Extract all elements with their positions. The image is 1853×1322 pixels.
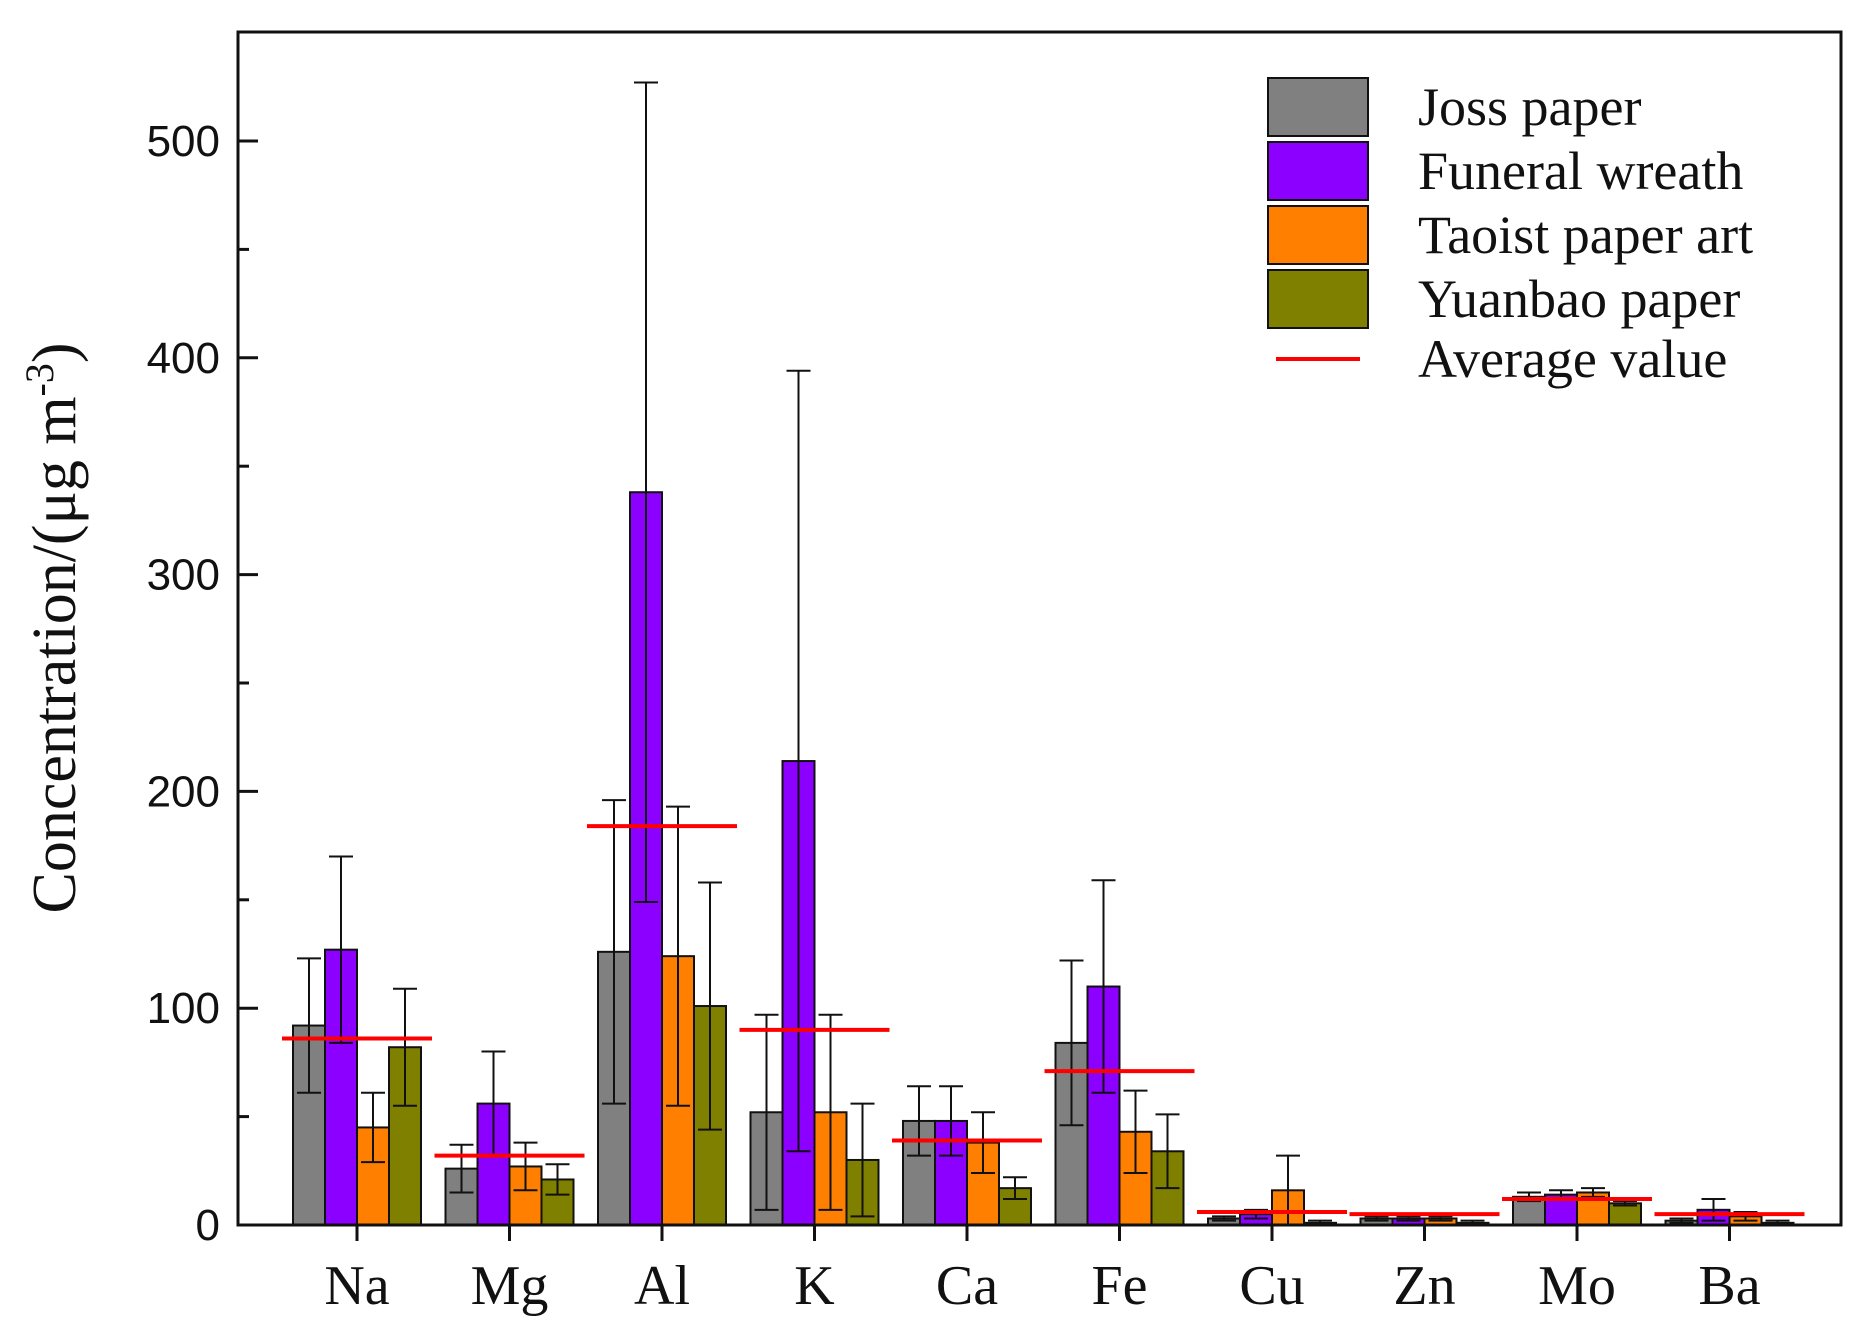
y-axis-title-superscript: -3 [17, 363, 62, 396]
legend-label: Joss paper [1418, 77, 1641, 137]
y-tick-label: 100 [147, 984, 220, 1033]
x-tick-label-mo: Mo [1538, 1255, 1616, 1317]
x-tick-label-k: K [794, 1255, 834, 1317]
y-axis-title-main: Concentration/(μg m [21, 396, 89, 913]
x-tick-label-fe: Fe [1092, 1255, 1148, 1317]
x-tick-label-zn: Zn [1393, 1255, 1455, 1317]
x-tick-label-ca: Ca [936, 1255, 998, 1317]
y-axis-title: Concentration/(μg m-3) [17, 342, 89, 913]
legend-swatch-taoist-paper-art [1267, 205, 1369, 265]
plot-frame [236, 30, 1843, 1227]
legend-label: Taoist paper art [1418, 205, 1753, 265]
legend-swatch-joss-paper [1267, 77, 1369, 137]
bar-yuanbao-paper-mo [1608, 1202, 1642, 1226]
y-tick-label: 500 [147, 117, 220, 166]
y-tick-label: 200 [147, 767, 220, 816]
legend-swatch-yuanbao-paper [1267, 269, 1369, 329]
bar-yuanbao-paper-na [388, 1046, 422, 1226]
y-tick-label: 400 [147, 334, 220, 383]
y-tick-label: 0 [196, 1201, 220, 1250]
legend-label: Yuanbao paper [1418, 269, 1740, 329]
x-tick-label-cu: Cu [1239, 1255, 1304, 1317]
x-tick-label-al: Al [634, 1255, 690, 1317]
y-tick-label: 300 [147, 551, 220, 600]
x-tick-label-na: Na [324, 1255, 389, 1317]
x-tick-label-ba: Ba [1698, 1255, 1760, 1317]
x-tick-label-mg: Mg [471, 1255, 549, 1317]
legend-label: Funeral wreath [1418, 141, 1743, 201]
legend-label: Average value [1418, 329, 1727, 389]
y-axis-title-close: ) [21, 342, 89, 363]
legend-swatch-funeral-wreath [1267, 141, 1369, 201]
